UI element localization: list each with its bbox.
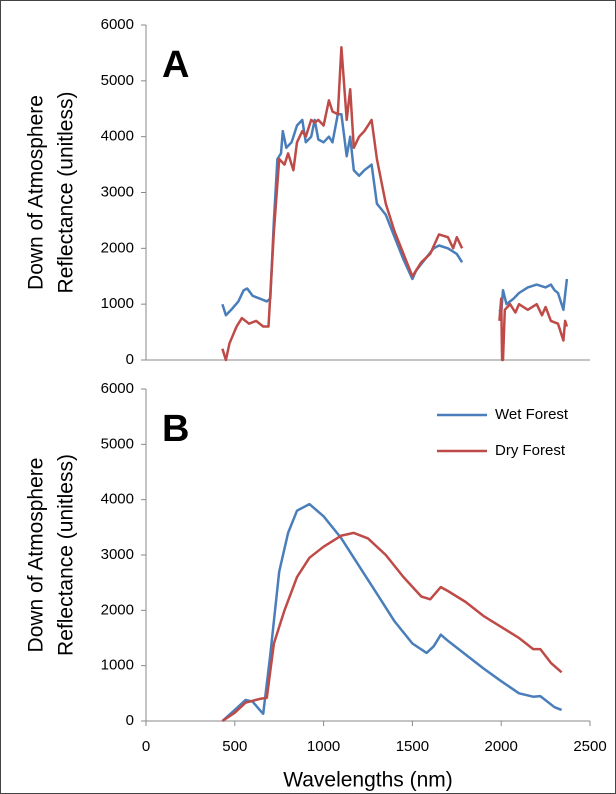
series-line (221, 531, 563, 723)
x-axis-title: Wavelengths (nm) (283, 769, 453, 792)
y-tick-label: 6000 (101, 16, 134, 33)
series-line (221, 113, 569, 317)
legend-label: Dry Forest (495, 442, 566, 459)
series-line (221, 502, 563, 722)
panel-label: B (162, 408, 189, 450)
y-tick-label: 4000 (101, 128, 134, 145)
legend-label: Wet Forest (495, 406, 569, 423)
x-tick-label: 0 (142, 738, 150, 755)
y-tick-label: 5000 (101, 435, 134, 452)
y-tick-label: 1000 (101, 295, 134, 312)
y-axis-title: Reflectance (unitless) (55, 92, 78, 294)
y-tick-label: 4000 (101, 491, 134, 508)
x-tick-label: 500 (222, 738, 247, 755)
series-line (221, 46, 569, 362)
y-tick-label: 6000 (101, 380, 134, 397)
y-tick-label: 0 (126, 712, 134, 729)
y-axis-title: Reflectance (unitless) (55, 454, 78, 656)
y-tick-label: 2000 (101, 239, 134, 256)
x-tick-label: 1000 (307, 738, 340, 755)
panel-label: A (162, 44, 189, 86)
x-tick-label: 2500 (573, 738, 606, 755)
y-tick-label: 3000 (101, 183, 134, 200)
y-tick-label: 2000 (101, 601, 134, 618)
y-axis-title: Down of Atmosphere (25, 458, 48, 653)
x-tick-label: 2000 (485, 738, 518, 755)
y-axis-title: Down of Atmosphere (25, 95, 48, 290)
y-tick-label: 5000 (101, 72, 134, 89)
y-tick-label: 3000 (101, 546, 134, 563)
y-tick-label: 0 (126, 351, 134, 368)
x-tick-label: 1500 (396, 738, 429, 755)
y-tick-label: 1000 (101, 657, 134, 674)
